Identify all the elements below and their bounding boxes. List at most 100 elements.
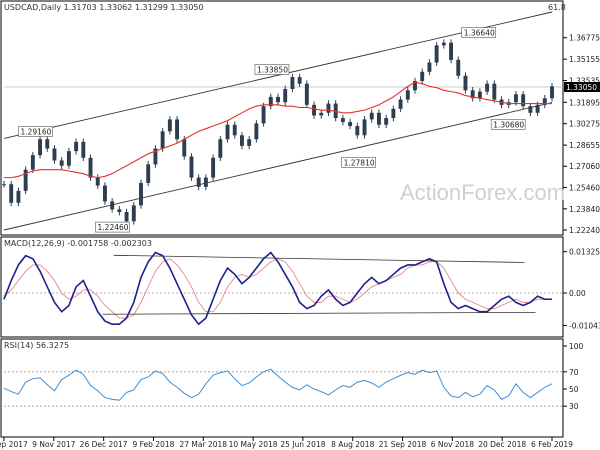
x-tick-label: 20 Dec 2018 xyxy=(478,440,526,449)
price-tick-label: 1.25460 xyxy=(569,183,600,192)
candle-body xyxy=(283,88,288,103)
candle-body xyxy=(30,155,35,170)
candle-body xyxy=(23,169,28,191)
candle-body xyxy=(542,98,547,105)
candle-body xyxy=(261,106,266,124)
candle-body xyxy=(441,42,446,46)
price-tick-label: 1.22240 xyxy=(569,226,600,235)
last-price-box xyxy=(564,82,600,93)
price-channel xyxy=(3,11,553,231)
candle-body xyxy=(110,201,115,210)
macd-lines xyxy=(3,251,552,326)
annotation-label: 1.22460 xyxy=(98,223,129,232)
candle-body xyxy=(470,90,475,99)
candle-body xyxy=(355,126,360,136)
candle-body xyxy=(167,119,172,132)
candle-body xyxy=(391,108,396,119)
x-axis: 26 Sep 2017 9 Nov 2017 26 Dec 2017 9 Feb 20… xyxy=(0,437,573,449)
candle-body xyxy=(160,131,165,149)
candle-body xyxy=(268,96,273,107)
x-tick-label: 6 Feb 2019 xyxy=(531,440,573,449)
channel-lower-line xyxy=(3,102,553,231)
watermark: ActionForex.com xyxy=(400,180,565,205)
candle-body xyxy=(175,119,180,140)
candle-body xyxy=(492,83,497,100)
macd-tick-label: 0.013258 xyxy=(569,248,600,257)
macd-upper-trendline xyxy=(113,254,525,263)
candle-body xyxy=(74,141,79,152)
candle-body xyxy=(326,103,331,113)
price-tick-label: 1.27060 xyxy=(569,162,600,171)
candle-body xyxy=(276,96,280,103)
macd-tick-label: 0.00 xyxy=(569,289,586,298)
candle-body xyxy=(189,156,194,178)
x-tick-label: 27 Mar 2018 xyxy=(179,440,227,449)
candle-body xyxy=(218,139,223,158)
annotation-box xyxy=(341,157,376,168)
annotation-label: 1.29160 xyxy=(20,127,51,136)
candle-body xyxy=(333,103,338,119)
candle-body xyxy=(398,99,403,109)
annotation-box xyxy=(254,64,290,75)
rsi-tick-label: 70 xyxy=(569,368,579,377)
macd-signal-line xyxy=(3,258,552,319)
candle-body xyxy=(384,118,389,125)
x-tick-label: 26 Dec 2017 xyxy=(80,440,128,449)
price-tick-label: 1.30275 xyxy=(569,120,600,129)
candle-body xyxy=(463,75,468,91)
price-title: USDCAD,Daily 1.31703 1.33062 1.31299 1.3… xyxy=(4,3,204,12)
candle-body xyxy=(247,139,252,146)
candle-body xyxy=(513,94,518,103)
ma-line xyxy=(4,81,552,179)
candle-body xyxy=(211,157,216,178)
price-tick-label: 1.36775 xyxy=(569,34,600,43)
rsi-tick-label: 100 xyxy=(569,342,584,351)
rsi-y-axis: 100 70 50 30 xyxy=(4,342,584,411)
candle-body xyxy=(420,71,425,82)
x-tick-label: 10 May 2018 xyxy=(229,440,278,449)
candle-body xyxy=(254,123,259,140)
x-tick-label: 21 Sep 2018 xyxy=(379,440,427,449)
candle-body xyxy=(225,124,230,140)
annotation-box xyxy=(461,27,497,38)
price-tick-label: 1.23840 xyxy=(569,205,600,214)
annotation-box xyxy=(95,221,130,233)
moving-average xyxy=(4,81,552,179)
last-price-label: 1.33050 xyxy=(566,83,597,92)
candle-body xyxy=(456,59,461,76)
candle-body xyxy=(319,112,324,116)
x-tick-label: 25 Jun 2018 xyxy=(280,440,325,449)
candle-body xyxy=(95,177,100,186)
candle-body xyxy=(348,122,353,127)
candle-body xyxy=(131,205,136,222)
price-y-axis: 1.36775 1.35155 1.33535 1.31895 1.30275 1.286… xyxy=(4,34,600,235)
candle-body xyxy=(59,160,64,166)
candle-body xyxy=(239,135,244,146)
candle-body xyxy=(81,141,86,158)
candle-body xyxy=(9,184,14,203)
candle-body xyxy=(369,112,374,120)
price-panel-frame xyxy=(0,0,564,236)
rsi-title: RSI(14) 56.3275 xyxy=(4,341,69,350)
candle-body xyxy=(232,124,237,136)
x-tick-label: 9 Nov 2017 xyxy=(32,440,75,449)
macd-main-line xyxy=(3,251,552,326)
candle-body xyxy=(139,182,143,206)
candle-body xyxy=(340,118,345,123)
candle-body xyxy=(427,62,432,72)
candle-body xyxy=(146,164,151,183)
candle-body xyxy=(153,148,158,165)
annotation-box xyxy=(18,126,53,137)
rsi-tick-label: 50 xyxy=(569,385,579,394)
macd-y-axis: 0.013258 0.00 -0.010433 xyxy=(4,248,600,331)
candle-body xyxy=(16,190,21,203)
x-tick-label: 6 Nov 2018 xyxy=(431,440,474,449)
candle-body xyxy=(376,112,381,125)
annotation-label: 1.30680 xyxy=(493,120,524,129)
rsi-tick-label: 30 xyxy=(569,402,579,411)
candle-body xyxy=(485,83,490,92)
price-annotations: 1.36640 1.33850 1.30680 1.29160 1.27810 1.224… xyxy=(18,27,526,233)
candle-body xyxy=(535,104,540,113)
price-tick-label: 1.33535 xyxy=(569,77,600,86)
